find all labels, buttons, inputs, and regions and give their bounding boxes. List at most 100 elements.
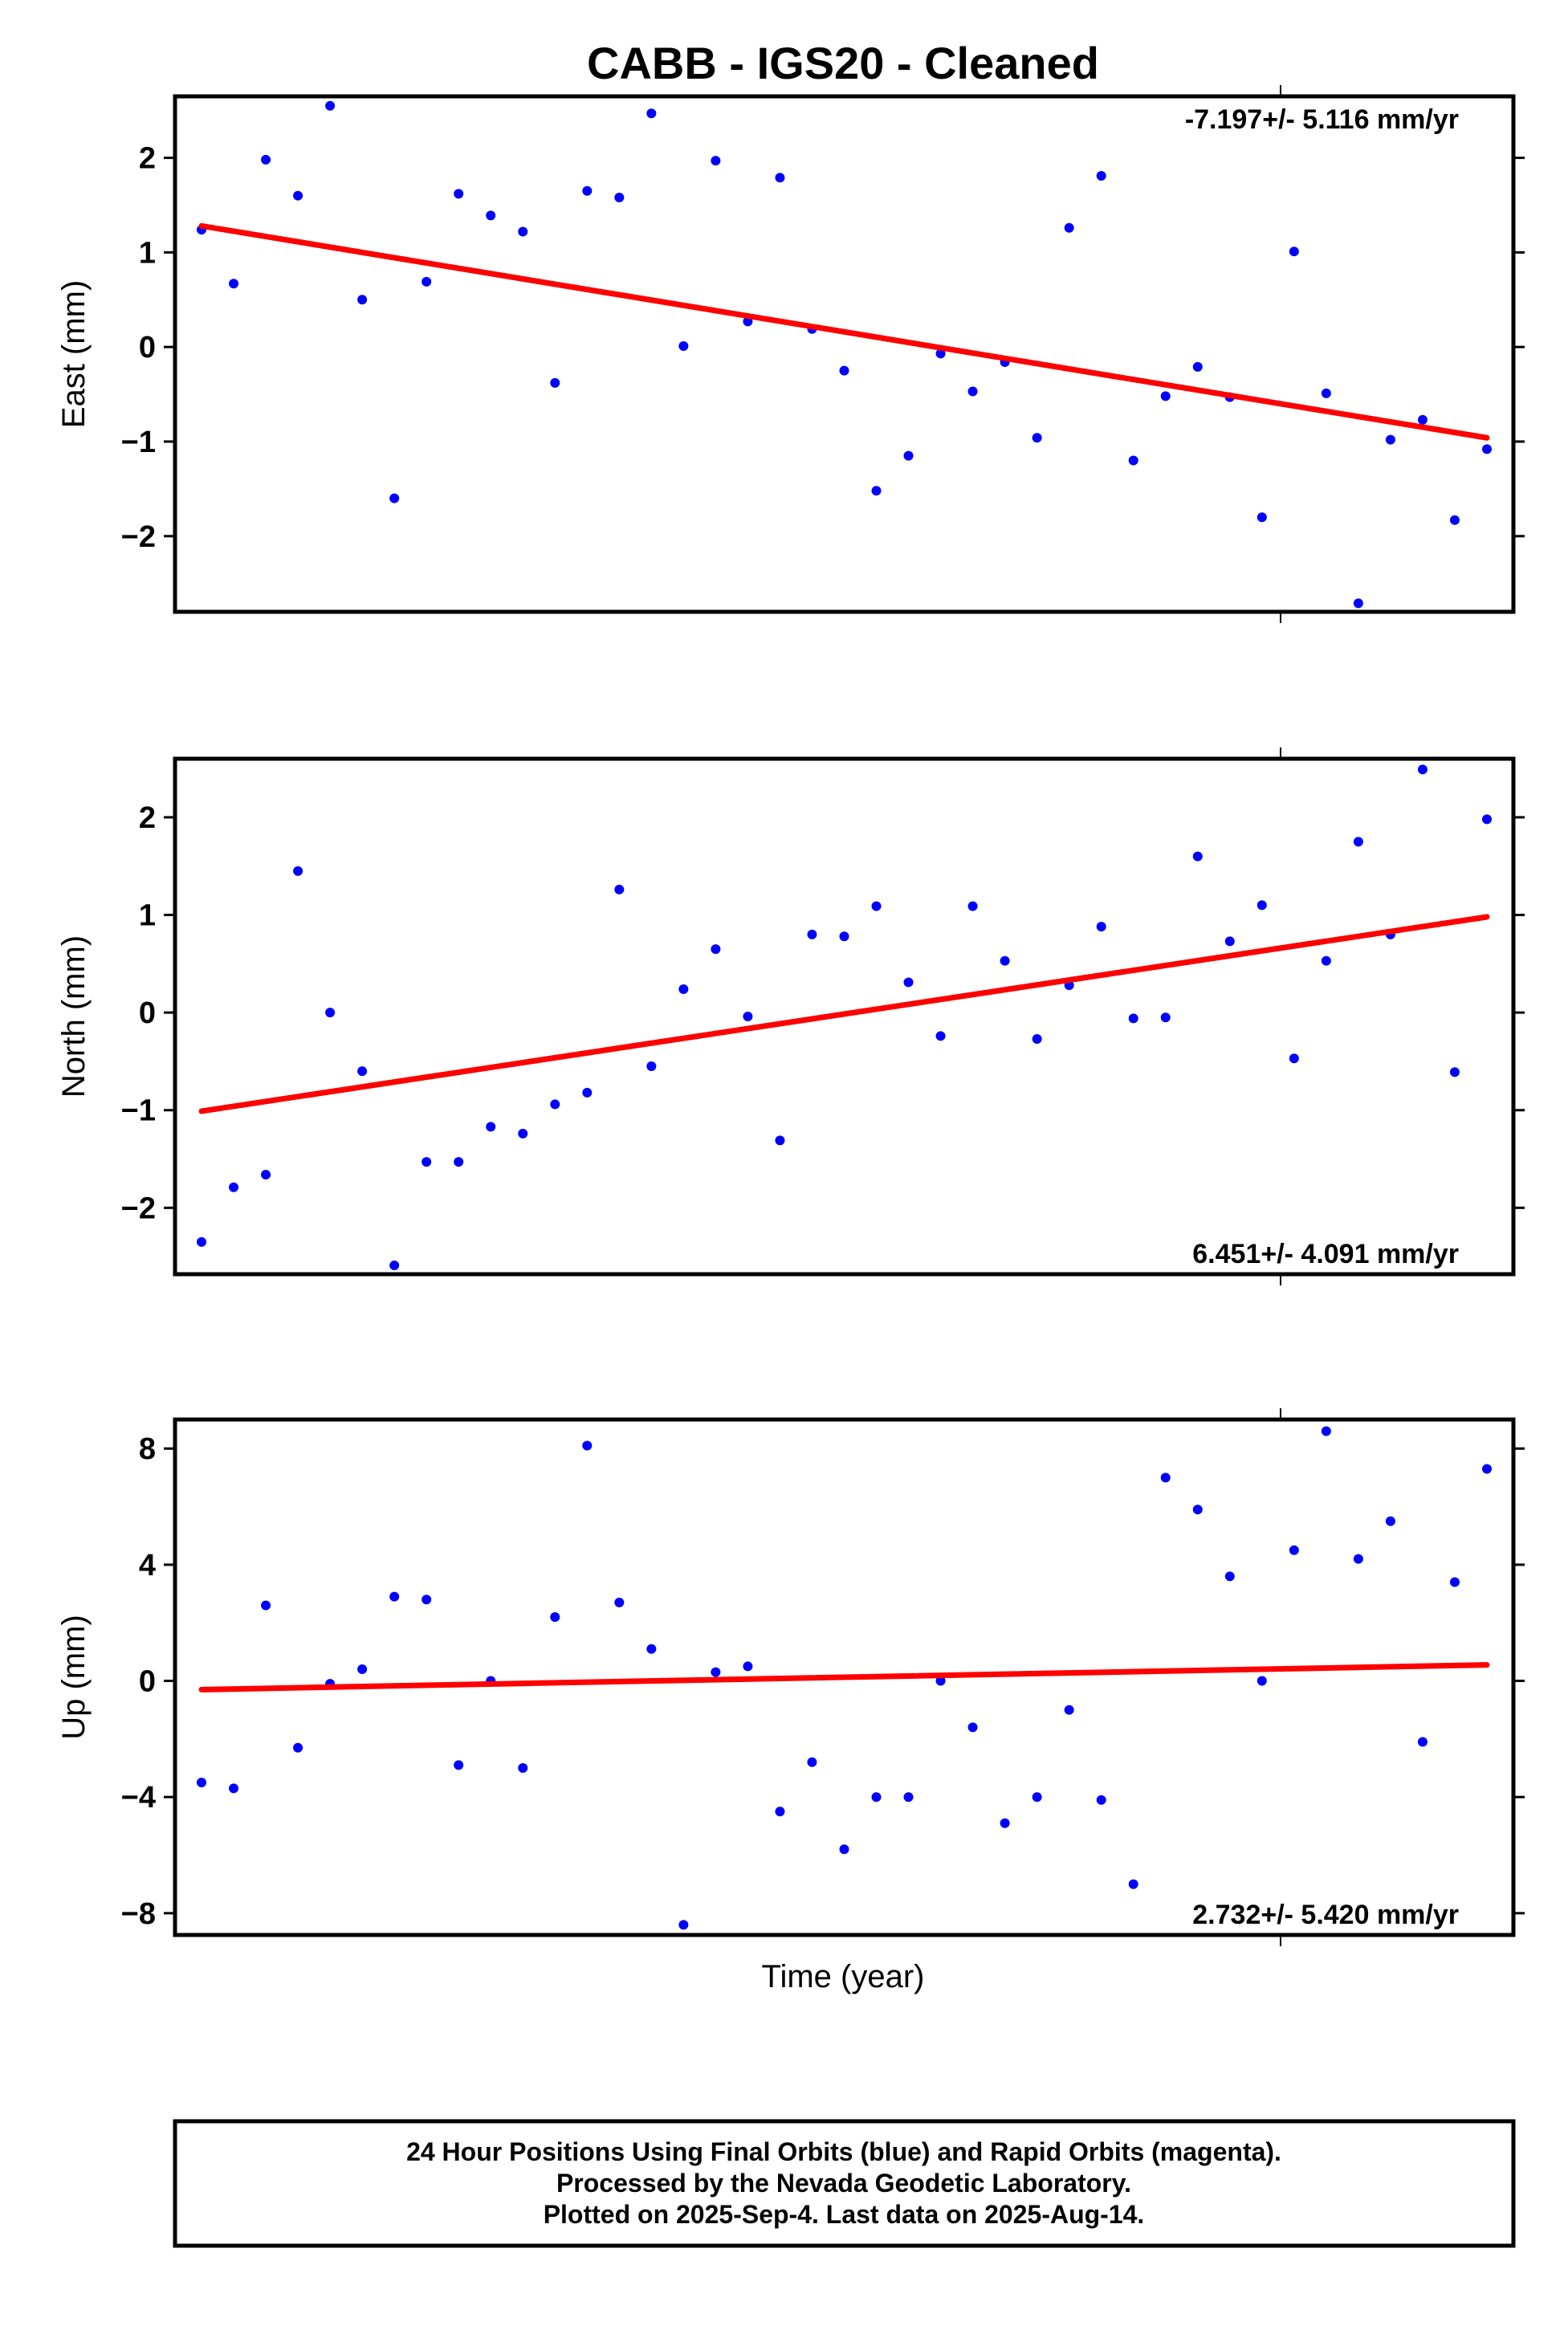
up-data-point [293, 1742, 303, 1753]
north-data-point [1449, 1067, 1460, 1077]
up-ytick-label: 4 [139, 1549, 156, 1583]
up-data-point [1032, 1792, 1042, 1802]
north-data-point [454, 1157, 464, 1167]
up-data-point [389, 1591, 400, 1602]
up-data-point [229, 1783, 239, 1794]
north-data-point [1032, 1033, 1042, 1044]
east-trend-line [198, 222, 1490, 441]
footer-line-1: 24 Hour Positions Using Final Orbits (bl… [406, 2137, 1281, 2166]
east-data-point [1160, 391, 1171, 401]
east-data-point [935, 348, 946, 359]
up-data-point [1192, 1505, 1203, 1515]
east-data-point [1096, 170, 1106, 181]
up-ytick-label: 0 [139, 1665, 156, 1699]
up-data-point [1417, 1737, 1427, 1747]
north-data-point [775, 1135, 785, 1146]
east-data-point [582, 185, 593, 196]
panels-group: 2 1 0 −1 −2 East (mm) -7.197+/- 5.116 mm/yr 2 1 0… [56, 85, 1525, 1946]
north-data-point [614, 884, 625, 894]
north-trend-line [198, 914, 1490, 1114]
up-data-point [357, 1664, 368, 1675]
north-data-point [1224, 936, 1235, 947]
north-ytick-label: −1 [121, 1094, 156, 1128]
north-data-point [1417, 764, 1427, 775]
east-data-point [1321, 388, 1331, 398]
up-data-point [711, 1667, 721, 1677]
east-plot-frame [173, 94, 1516, 614]
east-data-point [518, 226, 528, 237]
north-data-point [1128, 1013, 1138, 1024]
north-data-point [646, 1061, 657, 1072]
north-data-point [807, 929, 817, 939]
north-data-point [357, 1066, 368, 1077]
east-data-point [454, 189, 464, 199]
east-ylabel: East (mm) [56, 280, 92, 428]
up-data-point [550, 1611, 560, 1622]
north-data-point [1000, 955, 1010, 966]
north-data-point [486, 1122, 496, 1132]
up-data-point [1289, 1545, 1299, 1555]
up-data-point [1064, 1705, 1074, 1715]
up-data-point [1128, 1879, 1138, 1889]
up-ytick-label: −4 [121, 1781, 156, 1815]
north-data-point [967, 901, 978, 911]
north-data-point [711, 944, 721, 955]
east-data-point [614, 193, 625, 203]
east-data-point [678, 340, 689, 351]
up-data-point [1160, 1473, 1171, 1483]
up-data-point [935, 1676, 946, 1686]
east-ytick-label: 1 [139, 236, 156, 270]
north-data-point [935, 1031, 946, 1041]
east-data-point [1192, 361, 1203, 372]
east-ytick-label: −2 [121, 520, 156, 554]
north-data-point [389, 1261, 400, 1271]
up-data-point [1385, 1516, 1395, 1526]
up-data-point [1449, 1577, 1460, 1587]
up-data-point [1353, 1554, 1363, 1564]
north-ytick-label: 2 [139, 801, 156, 835]
up-ytick-label: 8 [139, 1432, 156, 1466]
north-ytick-label: 0 [139, 996, 156, 1030]
north-data-point [325, 1008, 336, 1018]
north-data-point [1096, 922, 1106, 932]
east-data-point [325, 100, 336, 111]
up-data-point [678, 1920, 689, 1930]
footer-line-2: Processed by the Nevada Geodetic Laborat… [556, 2169, 1131, 2198]
up-trend-line [198, 1662, 1490, 1693]
up-ytick-label: −8 [121, 1897, 156, 1931]
north-data-point [550, 1099, 560, 1110]
up-data-point [454, 1760, 464, 1770]
north-data-point [871, 901, 882, 911]
up-ylabel: Up (mm) [56, 1615, 92, 1740]
north-data-point [743, 1012, 753, 1021]
north-data-point [518, 1128, 528, 1139]
east-data-point [1032, 433, 1042, 443]
east-data-point [422, 276, 432, 287]
east-rate-label: -7.197+/- 5.116 mm/yr [1185, 104, 1459, 135]
north-ytick-label: −2 [121, 1191, 156, 1225]
up-data-point [1256, 1676, 1267, 1686]
north-data-point [1192, 851, 1203, 862]
east-data-point [229, 279, 239, 289]
north-data-point [582, 1087, 593, 1098]
up-plot-frame [173, 1417, 1516, 1937]
east-data-point [550, 377, 560, 388]
north-data-point [1321, 955, 1331, 966]
east-data-point [1128, 455, 1138, 466]
north-data-point [1160, 1012, 1171, 1023]
north-rate-label: 6.451+/- 4.091 mm/yr [1192, 1239, 1459, 1269]
east-data-point [486, 210, 496, 221]
up-data-point [871, 1792, 882, 1802]
up-data-point [1482, 1464, 1492, 1474]
east-data-point [903, 450, 914, 461]
north-plot-frame [173, 756, 1516, 1277]
north-data-point [293, 866, 303, 876]
x-axis-label: Time (year) [762, 1959, 925, 1994]
up-data-point [646, 1644, 657, 1654]
north-data-point [261, 1169, 271, 1179]
up-data-point [1096, 1794, 1106, 1805]
east-data-point [1353, 598, 1363, 609]
east-data-point [1417, 414, 1427, 425]
east-ytick-label: 2 [139, 142, 156, 176]
